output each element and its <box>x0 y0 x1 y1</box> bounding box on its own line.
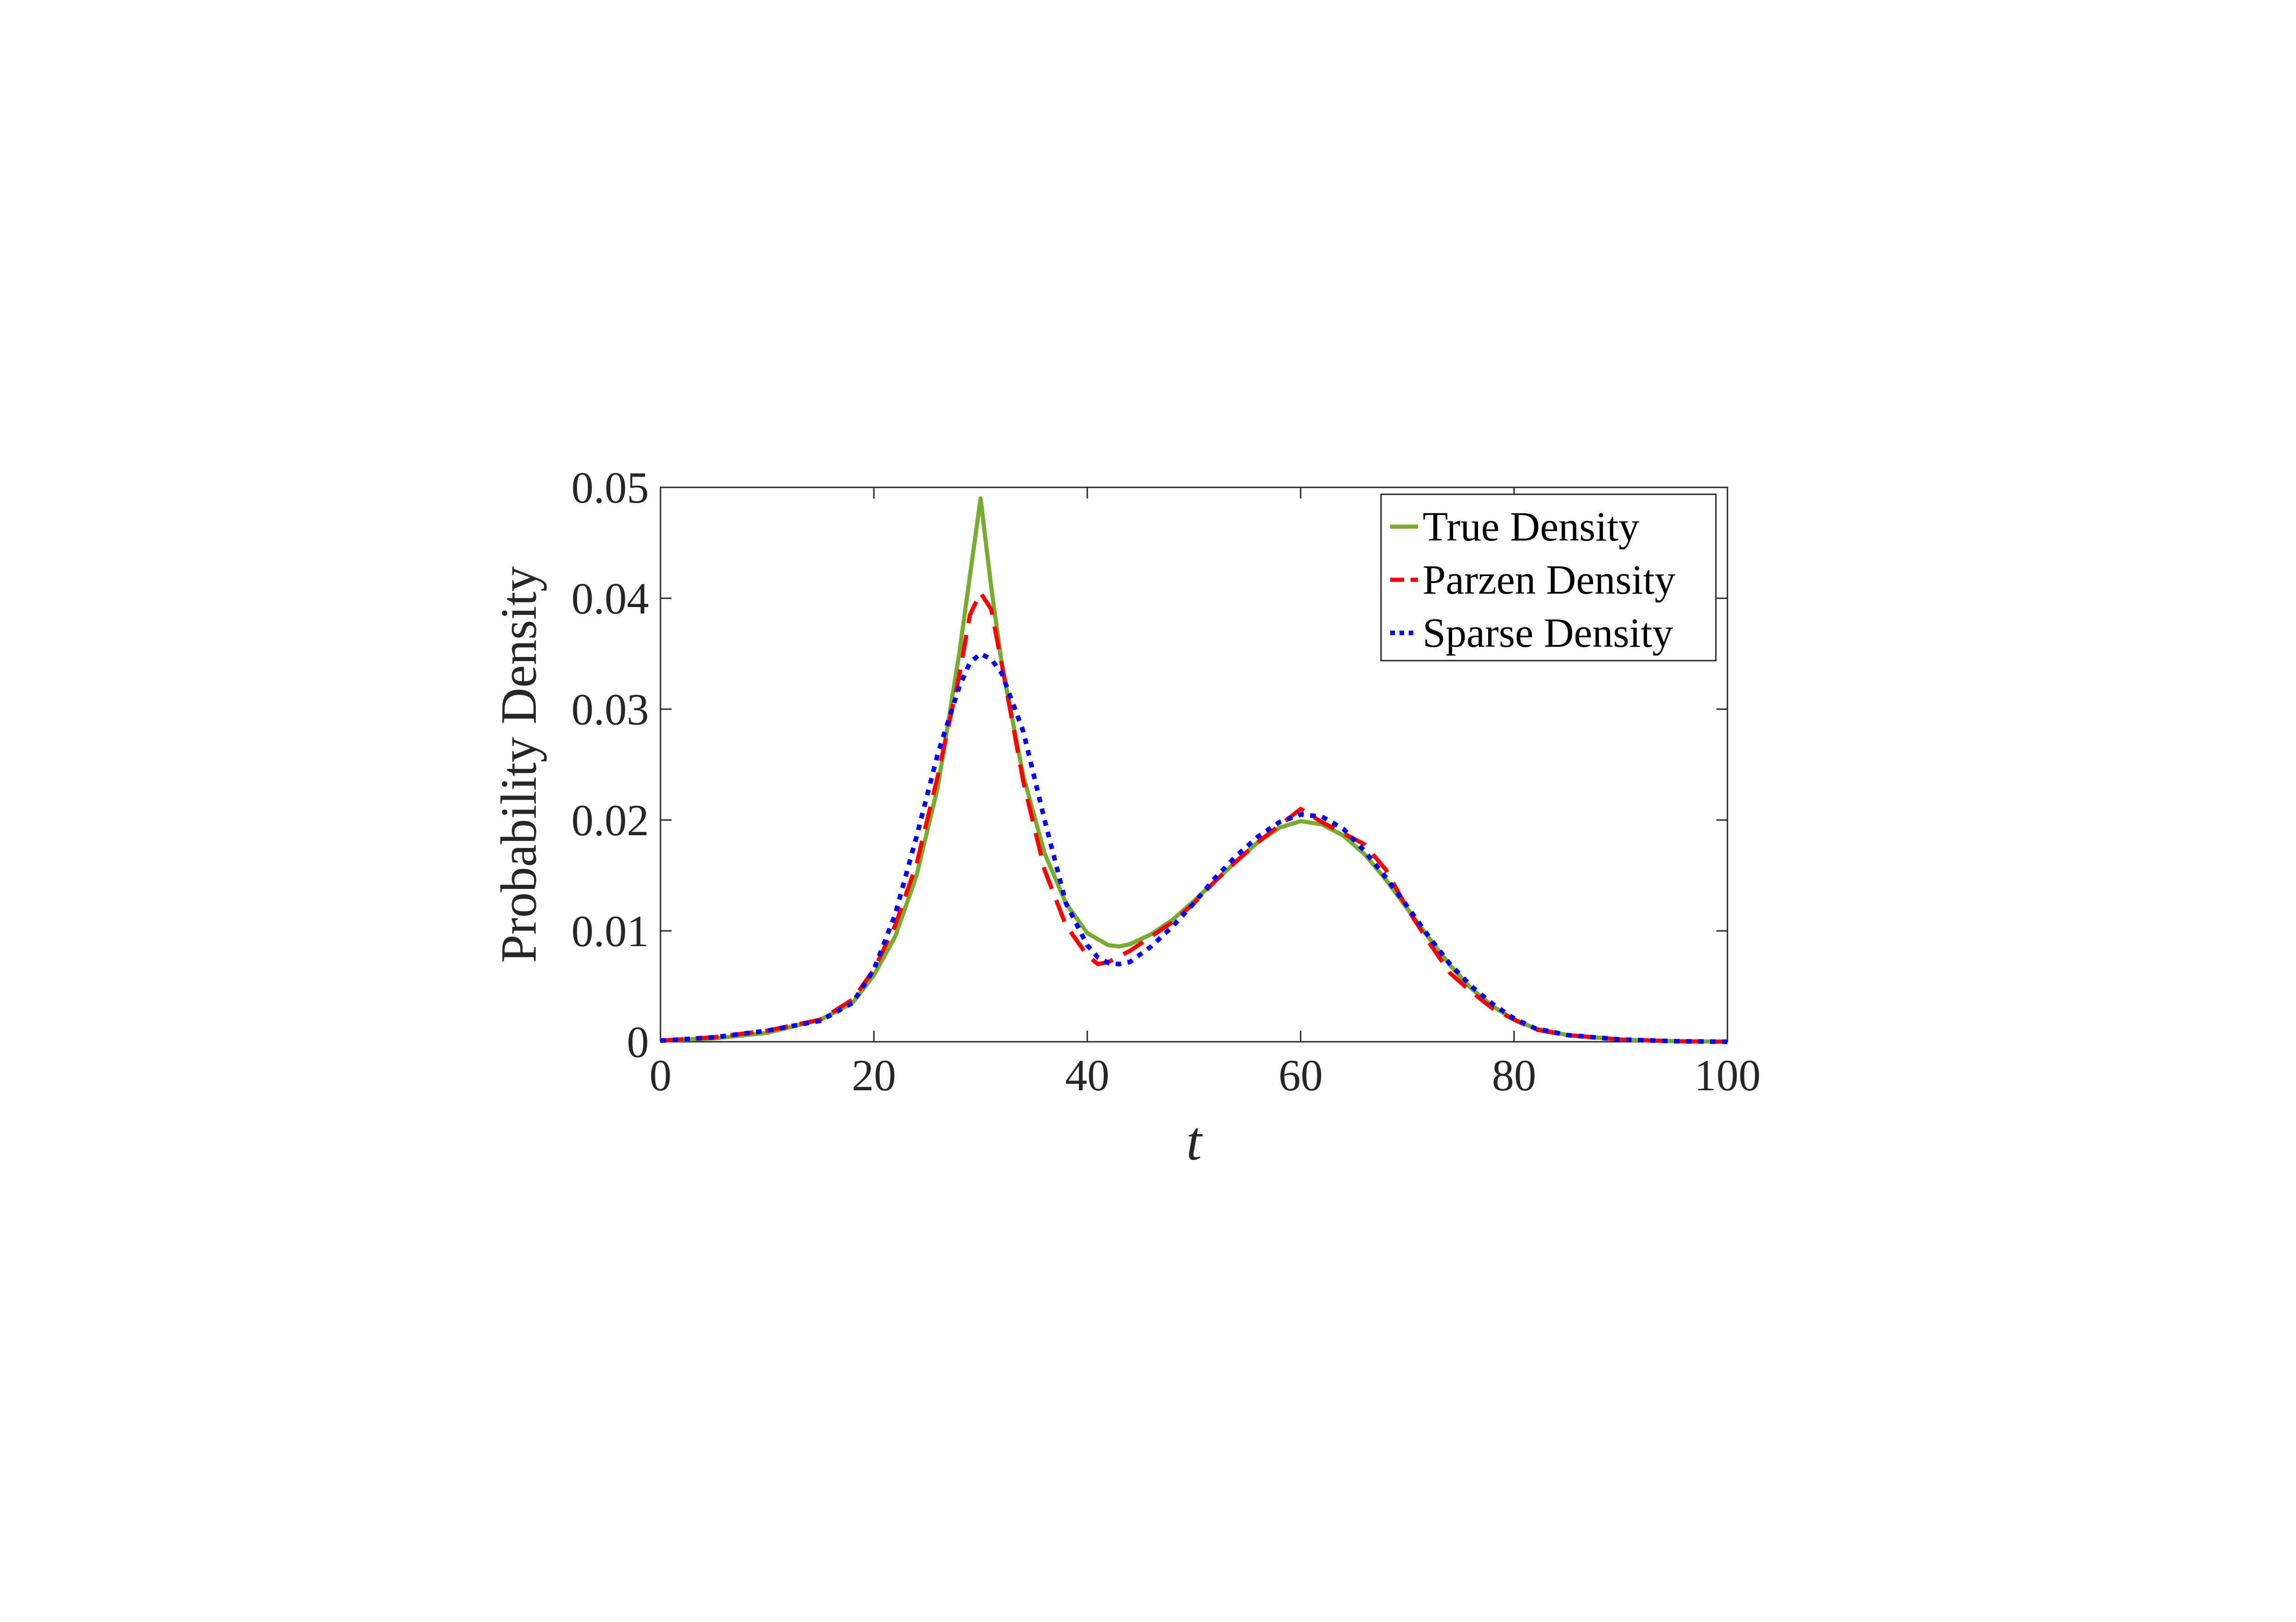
x-tick-label: 100 <box>1694 1051 1761 1100</box>
y-tick-label: 0.04 <box>571 574 649 623</box>
y-tick-label: 0.03 <box>571 685 649 734</box>
legend-label: Parzen Density <box>1423 557 1675 603</box>
legend-box <box>1380 493 1717 662</box>
plot-area: 0 20 40 60 80 100 0 0.01 0.02 0.03 0.04 0.05 <box>571 463 1761 1100</box>
y-tick-label: 0.05 <box>571 463 649 512</box>
x-axis-ticks: 0 20 40 60 80 100 <box>649 487 1761 1100</box>
y-tick-label: 0.02 <box>571 796 649 845</box>
series-line-parzen-density <box>660 590 1728 1044</box>
y-tick-label: 0.01 <box>571 906 649 956</box>
legend-label: True Density <box>1423 504 1639 550</box>
legend: True Density Parzen Density Sparse Density <box>1380 493 1717 662</box>
x-tick-label: 0 <box>649 1051 672 1100</box>
x-axis-label: t <box>1186 1110 1203 1172</box>
series-line-sparse-density <box>660 651 1728 1044</box>
legend-label: Sparse Density <box>1423 610 1673 656</box>
x-tick-label: 80 <box>1492 1051 1536 1100</box>
y-axis-label: Probability Density <box>491 566 547 963</box>
y-axis-ticks: 0 0.01 0.02 0.03 0.04 0.05 <box>571 463 1727 1067</box>
x-tick-label: 40 <box>1065 1051 1109 1100</box>
series-lines <box>660 496 1728 1044</box>
x-tick-label: 60 <box>1278 1051 1323 1100</box>
x-tick-label: 20 <box>852 1051 896 1100</box>
y-tick-label: 0 <box>627 1017 649 1067</box>
axes-frame <box>660 486 1728 1043</box>
